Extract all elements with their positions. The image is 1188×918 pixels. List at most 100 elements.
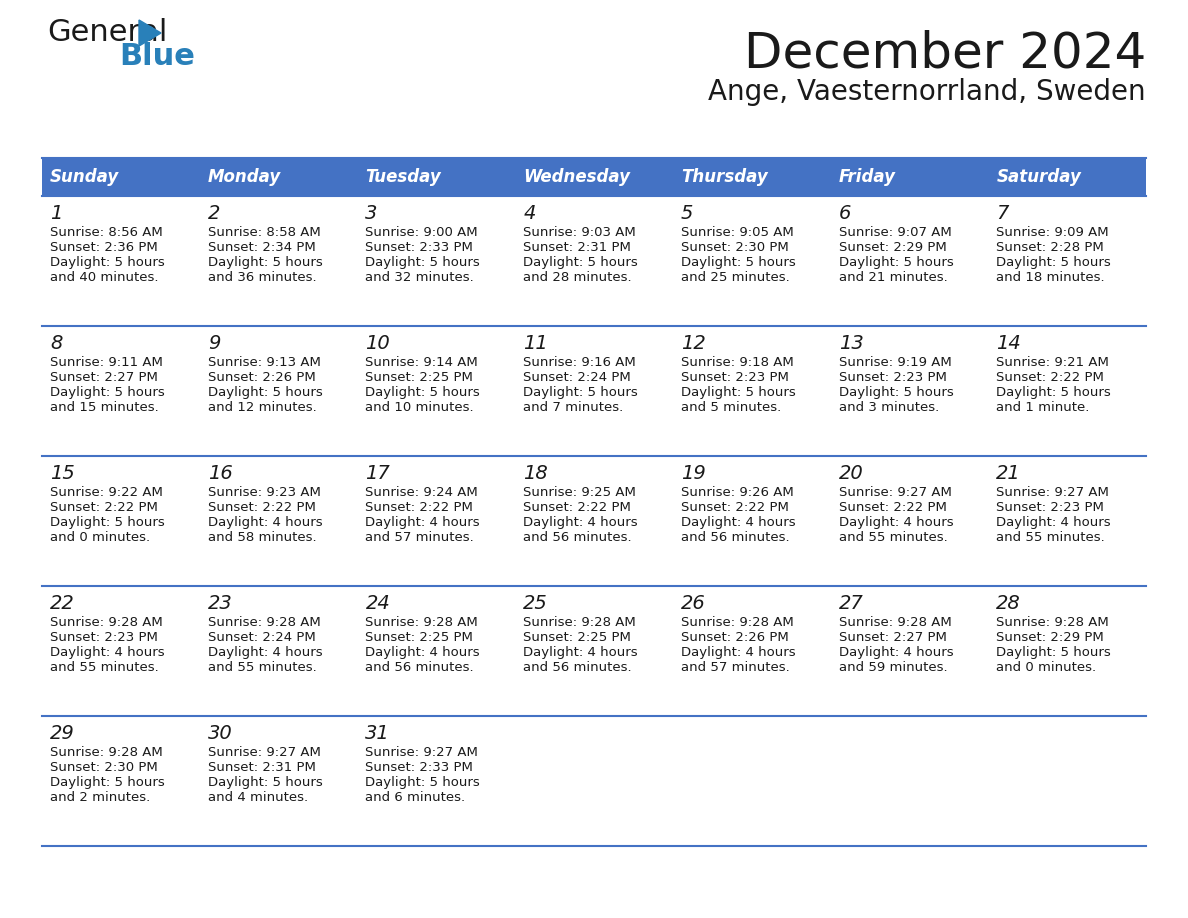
Text: 19: 19 — [681, 464, 706, 483]
Text: 17: 17 — [366, 464, 390, 483]
Text: Sunrise: 9:28 AM: Sunrise: 9:28 AM — [366, 616, 479, 629]
Text: Daylight: 5 hours: Daylight: 5 hours — [997, 386, 1111, 399]
Text: Daylight: 4 hours: Daylight: 4 hours — [208, 516, 322, 529]
Text: and 56 minutes.: and 56 minutes. — [366, 661, 474, 674]
Bar — [516, 158, 672, 196]
Text: Sunrise: 9:28 AM: Sunrise: 9:28 AM — [681, 616, 794, 629]
Text: 14: 14 — [997, 334, 1020, 353]
Text: Daylight: 5 hours: Daylight: 5 hours — [523, 386, 638, 399]
Text: Sunset: 2:31 PM: Sunset: 2:31 PM — [208, 761, 316, 774]
Text: Ange, Vaesternorrland, Sweden: Ange, Vaesternorrland, Sweden — [708, 78, 1146, 106]
Text: Sunset: 2:24 PM: Sunset: 2:24 PM — [523, 371, 631, 384]
Text: Sunset: 2:22 PM: Sunset: 2:22 PM — [839, 501, 947, 514]
Text: Sunrise: 9:27 AM: Sunrise: 9:27 AM — [208, 746, 321, 759]
Text: Sunset: 2:34 PM: Sunset: 2:34 PM — [208, 241, 316, 254]
Text: Sunrise: 9:28 AM: Sunrise: 9:28 AM — [208, 616, 321, 629]
Bar — [988, 158, 1146, 196]
Polygon shape — [139, 20, 162, 46]
Text: Sunset: 2:27 PM: Sunset: 2:27 PM — [50, 371, 158, 384]
Text: and 40 minutes.: and 40 minutes. — [50, 271, 158, 284]
Text: Daylight: 5 hours: Daylight: 5 hours — [523, 256, 638, 269]
Text: 21: 21 — [997, 464, 1020, 483]
Text: Sunset: 2:24 PM: Sunset: 2:24 PM — [208, 631, 316, 644]
Text: 9: 9 — [208, 334, 220, 353]
Text: and 59 minutes.: and 59 minutes. — [839, 661, 947, 674]
Text: Sunset: 2:23 PM: Sunset: 2:23 PM — [681, 371, 789, 384]
Text: and 5 minutes.: and 5 minutes. — [681, 401, 781, 414]
Text: 1: 1 — [50, 204, 63, 223]
Text: Sunset: 2:25 PM: Sunset: 2:25 PM — [366, 631, 473, 644]
Text: Sunset: 2:31 PM: Sunset: 2:31 PM — [523, 241, 631, 254]
Text: Daylight: 4 hours: Daylight: 4 hours — [366, 646, 480, 659]
Bar — [830, 158, 988, 196]
Text: Sunset: 2:30 PM: Sunset: 2:30 PM — [681, 241, 789, 254]
Text: 23: 23 — [208, 594, 233, 613]
Text: Daylight: 5 hours: Daylight: 5 hours — [50, 776, 165, 789]
Text: Daylight: 4 hours: Daylight: 4 hours — [208, 646, 322, 659]
Text: Daylight: 5 hours: Daylight: 5 hours — [50, 516, 165, 529]
Text: and 2 minutes.: and 2 minutes. — [50, 791, 150, 804]
Text: and 55 minutes.: and 55 minutes. — [50, 661, 159, 674]
Text: and 7 minutes.: and 7 minutes. — [523, 401, 624, 414]
Text: and 58 minutes.: and 58 minutes. — [208, 531, 316, 544]
Text: Daylight: 4 hours: Daylight: 4 hours — [839, 516, 953, 529]
Text: Sunrise: 9:27 AM: Sunrise: 9:27 AM — [366, 746, 479, 759]
Text: Sunrise: 9:26 AM: Sunrise: 9:26 AM — [681, 486, 794, 499]
Bar — [200, 158, 358, 196]
Text: Sunset: 2:33 PM: Sunset: 2:33 PM — [366, 761, 473, 774]
Text: 10: 10 — [366, 334, 390, 353]
Text: Tuesday: Tuesday — [366, 168, 441, 186]
Text: Daylight: 5 hours: Daylight: 5 hours — [997, 646, 1111, 659]
Text: Sunrise: 9:28 AM: Sunrise: 9:28 AM — [523, 616, 636, 629]
Text: Sunday: Sunday — [50, 168, 119, 186]
Text: Sunset: 2:22 PM: Sunset: 2:22 PM — [50, 501, 158, 514]
Text: and 36 minutes.: and 36 minutes. — [208, 271, 316, 284]
Text: Sunrise: 9:09 AM: Sunrise: 9:09 AM — [997, 226, 1108, 239]
Text: Sunrise: 9:16 AM: Sunrise: 9:16 AM — [523, 356, 636, 369]
Text: Daylight: 4 hours: Daylight: 4 hours — [523, 516, 638, 529]
Text: Sunrise: 9:24 AM: Sunrise: 9:24 AM — [366, 486, 479, 499]
Text: Sunrise: 9:23 AM: Sunrise: 9:23 AM — [208, 486, 321, 499]
Text: Daylight: 4 hours: Daylight: 4 hours — [839, 646, 953, 659]
Text: Daylight: 5 hours: Daylight: 5 hours — [681, 256, 796, 269]
Bar — [358, 158, 516, 196]
Text: 20: 20 — [839, 464, 864, 483]
Text: and 56 minutes.: and 56 minutes. — [523, 661, 632, 674]
Text: 8: 8 — [50, 334, 63, 353]
Text: Sunset: 2:29 PM: Sunset: 2:29 PM — [997, 631, 1104, 644]
Text: 27: 27 — [839, 594, 864, 613]
Text: 16: 16 — [208, 464, 233, 483]
Text: Daylight: 5 hours: Daylight: 5 hours — [208, 386, 322, 399]
Text: General: General — [48, 18, 168, 47]
Text: 7: 7 — [997, 204, 1009, 223]
Text: Sunrise: 9:21 AM: Sunrise: 9:21 AM — [997, 356, 1110, 369]
Text: Daylight: 5 hours: Daylight: 5 hours — [366, 386, 480, 399]
Text: Sunset: 2:22 PM: Sunset: 2:22 PM — [208, 501, 316, 514]
Text: and 55 minutes.: and 55 minutes. — [208, 661, 316, 674]
Text: Sunset: 2:23 PM: Sunset: 2:23 PM — [50, 631, 158, 644]
Text: Sunrise: 9:11 AM: Sunrise: 9:11 AM — [50, 356, 163, 369]
Text: Sunrise: 9:03 AM: Sunrise: 9:03 AM — [523, 226, 636, 239]
Text: 4: 4 — [523, 204, 536, 223]
Text: and 56 minutes.: and 56 minutes. — [523, 531, 632, 544]
Text: Daylight: 4 hours: Daylight: 4 hours — [366, 516, 480, 529]
Text: 31: 31 — [366, 724, 390, 743]
Text: 18: 18 — [523, 464, 548, 483]
Text: Sunset: 2:23 PM: Sunset: 2:23 PM — [839, 371, 947, 384]
Text: Sunset: 2:25 PM: Sunset: 2:25 PM — [366, 371, 473, 384]
Text: Daylight: 5 hours: Daylight: 5 hours — [366, 776, 480, 789]
Text: 6: 6 — [839, 204, 851, 223]
Text: Sunrise: 9:28 AM: Sunrise: 9:28 AM — [50, 616, 163, 629]
Text: Daylight: 5 hours: Daylight: 5 hours — [208, 256, 322, 269]
Text: Wednesday: Wednesday — [523, 168, 630, 186]
Text: 12: 12 — [681, 334, 706, 353]
Text: and 3 minutes.: and 3 minutes. — [839, 401, 939, 414]
Text: Saturday: Saturday — [997, 168, 1081, 186]
Text: Sunrise: 9:28 AM: Sunrise: 9:28 AM — [50, 746, 163, 759]
Text: Sunrise: 9:27 AM: Sunrise: 9:27 AM — [839, 486, 952, 499]
Text: Daylight: 5 hours: Daylight: 5 hours — [208, 776, 322, 789]
Text: 22: 22 — [50, 594, 75, 613]
Text: and 57 minutes.: and 57 minutes. — [681, 661, 790, 674]
Text: and 12 minutes.: and 12 minutes. — [208, 401, 316, 414]
Text: and 25 minutes.: and 25 minutes. — [681, 271, 790, 284]
